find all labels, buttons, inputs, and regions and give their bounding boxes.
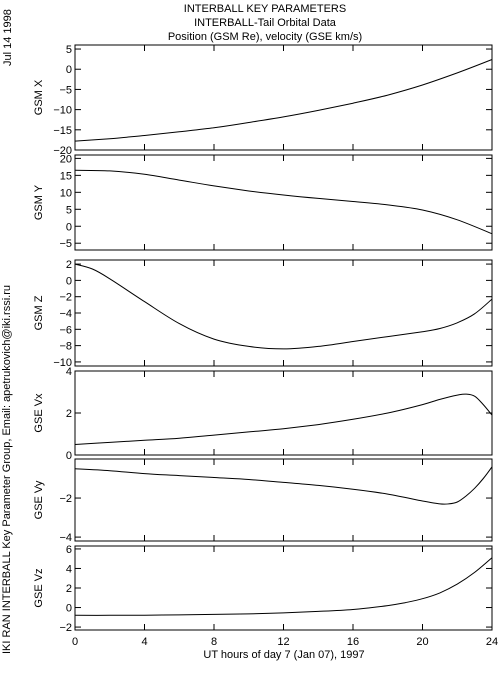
series-line (74, 466, 493, 505)
credit-text: IKI RAN INTERBALL Key Parameter Group, E… (1, 285, 13, 654)
y-tick-label: −15 (53, 125, 72, 137)
y-tick-label: 2 (66, 583, 72, 595)
x-tick-label: 24 (486, 636, 498, 648)
y-tick-label: −4 (59, 532, 72, 544)
y-tick-label: 4 (66, 366, 72, 378)
y-tick-label: 4 (66, 563, 72, 575)
y-tick-label: 0 (66, 221, 72, 233)
x-tick-label: 8 (211, 636, 217, 648)
date-stamp: Jul 14 1998 (2, 9, 14, 66)
panel-1: 5 0 −5 −10 −15 −20 GSM X (33, 44, 493, 157)
x-tick-label: 0 (72, 636, 78, 648)
y-tick-label: −20 (53, 145, 72, 157)
y-tick-label: −2 (59, 622, 72, 634)
panel-3: 2 0 −2 −4 −6 −8 −10 GSM Z (33, 259, 493, 369)
x-tick-label: 4 (141, 636, 147, 648)
panel-frame (74, 458, 493, 542)
panel-4: 4 2 0 GSE Vx (33, 366, 493, 462)
y-tick-label: 0 (66, 275, 72, 287)
x-tick-label: 12 (277, 636, 289, 648)
x-tick-label: 16 (347, 636, 359, 648)
y-tick-label: −8 (59, 341, 72, 353)
y-tick-label: 0 (66, 450, 72, 462)
y-axis-label: GSM X (33, 79, 45, 115)
y-tick-label: 0 (66, 603, 72, 615)
x-tick-label: 20 (416, 636, 428, 648)
y-tick-label: −10 (53, 357, 72, 369)
series-line (74, 557, 493, 616)
y-tick-label: 6 (66, 544, 72, 556)
y-tick-label: −4 (59, 308, 72, 320)
panel-frame (74, 259, 493, 367)
header-line-2: INTERBALL-Tail Orbital Data (194, 17, 337, 29)
y-tick-label: 5 (66, 44, 72, 56)
series-line (74, 169, 493, 235)
series-line (74, 59, 493, 142)
panel-frame (74, 370, 493, 456)
y-tick-label: −2 (59, 493, 72, 505)
y-tick-label: 2 (66, 259, 72, 271)
y-axis-label: GSM Y (33, 184, 45, 220)
y-tick-label: 0 (66, 64, 72, 76)
series-line (74, 263, 493, 350)
y-tick-label: −5 (59, 84, 72, 96)
y-tick-label: −5 (59, 238, 72, 250)
header-line-3: Position (GSM Re), velocity (GSE km/s) (168, 31, 362, 43)
y-tick-label: −2 (59, 292, 72, 304)
y-axis-label: GSM Z (33, 295, 45, 330)
panel-5: −2 −4 GSE Vy (33, 458, 493, 544)
y-tick-label: 5 (66, 204, 72, 216)
panel-frame (74, 44, 493, 151)
x-axis: 0 4 8 12 16 20 24 (72, 636, 498, 648)
series-line (74, 393, 493, 445)
y-axis-label: GSE Vy (33, 480, 45, 519)
y-tick-label: 10 (60, 187, 72, 199)
panel-6: 6 4 2 0 −2 GSE Vz (33, 544, 493, 634)
y-axis-label: GSE Vz (33, 568, 45, 607)
panel-frame (74, 154, 493, 251)
header-line-1: INTERBALL KEY PARAMETERS (184, 3, 346, 15)
y-tick-label: 2 (66, 408, 72, 420)
y-tick-label: −6 (59, 324, 72, 336)
x-axis-label: UT hours of day 7 (Jan 07), 1997 (203, 649, 364, 661)
y-tick-label: 20 (60, 153, 72, 165)
panel-2: 20 15 10 5 0 −5 GSM Y (33, 153, 493, 251)
y-tick-label: −10 (53, 105, 72, 117)
panel-frame (74, 545, 493, 631)
y-axis-label: GSE Vx (33, 393, 45, 433)
y-tick-label: 15 (60, 170, 72, 182)
